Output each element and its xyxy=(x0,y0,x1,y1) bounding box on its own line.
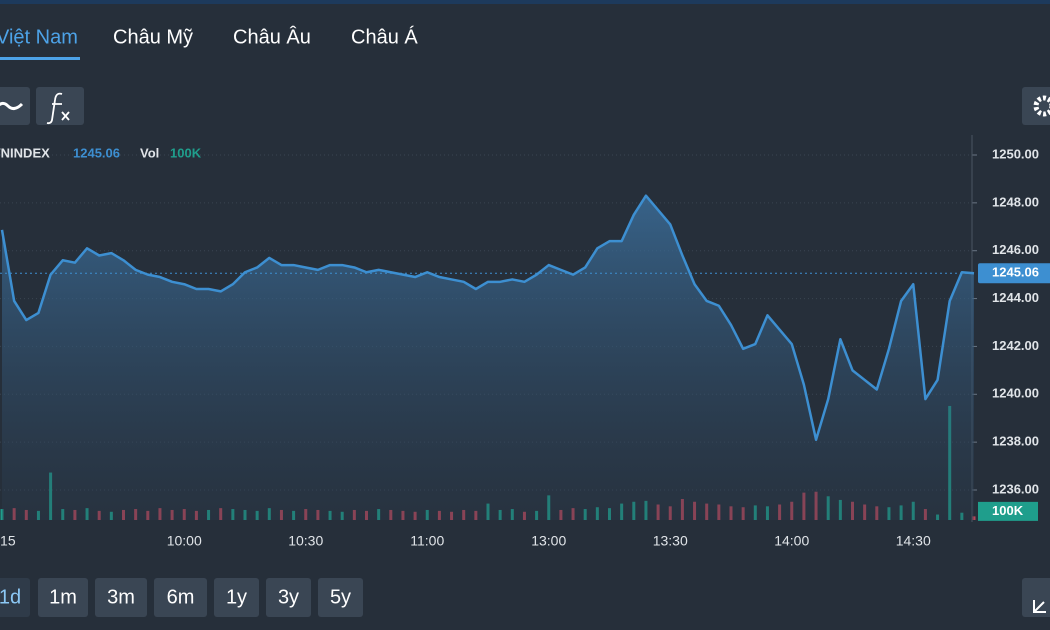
volume-tag xyxy=(978,501,1038,521)
range-button[interactable] xyxy=(266,578,311,617)
range-label[interactable]: 1d xyxy=(0,586,21,608)
settings-button[interactable] xyxy=(1022,87,1050,125)
x-tick-label: 14:30 xyxy=(896,533,931,549)
range-button[interactable] xyxy=(95,578,147,617)
fullscreen-button[interactable] xyxy=(1022,578,1050,617)
y-tick-label: 1238.00 xyxy=(992,434,1039,449)
range-label[interactable]: 1y xyxy=(226,586,247,608)
range-button[interactable] xyxy=(38,578,88,617)
y-tick-label: 1250.00 xyxy=(992,146,1039,161)
legend-price: 1245.06 xyxy=(73,145,120,160)
fullscreen-icon xyxy=(1033,600,1046,613)
tabs: Việt Nam Châu Mỹ Châu Âu Châu Á xyxy=(0,25,418,48)
tab[interactable]: Việt Nam xyxy=(0,26,78,48)
y-tick-label: 1246.00 xyxy=(992,242,1039,257)
top-bar xyxy=(0,0,1050,4)
tab[interactable]: Châu Mỹ xyxy=(113,26,193,48)
x-tick-label: 14:00 xyxy=(774,533,809,549)
x-tick-label: 13:30 xyxy=(653,533,688,549)
y-tick-label: 1248.00 xyxy=(992,194,1039,209)
range-label[interactable]: 3y xyxy=(278,586,299,608)
range-button[interactable] xyxy=(214,578,259,617)
legend-volume-title: Vol xyxy=(140,145,159,160)
legend-symbol: VNINDEX xyxy=(0,145,50,160)
area-fill xyxy=(2,195,974,520)
last-price-label: 1245.06 xyxy=(992,265,1039,280)
chart: 1236.00 1238.00 1240.00 1242.00 1244.00 1246.… xyxy=(0,135,1050,549)
last-price-tag xyxy=(978,263,1050,284)
range-buttons: 1d 1m 3m 6m 1y 3y 5y xyxy=(0,578,363,617)
tab[interactable]: Châu Âu xyxy=(233,25,311,48)
y-tick-label: 1242.00 xyxy=(992,338,1039,353)
range-button[interactable] xyxy=(154,578,207,617)
indicator-button[interactable] xyxy=(36,87,84,125)
x-tick-label: 10:30 xyxy=(288,533,323,549)
tab[interactable]: Châu Á xyxy=(351,25,418,48)
line-type-button[interactable] xyxy=(0,87,30,125)
active-tab-underline xyxy=(0,57,80,60)
line-icon xyxy=(0,101,24,111)
range-label[interactable]: 6m xyxy=(167,586,195,608)
y2-tick-label: 100K xyxy=(992,503,1024,518)
gear-icon xyxy=(1033,95,1050,117)
fx-icon xyxy=(46,92,70,125)
range-label[interactable]: 1m xyxy=(49,586,77,608)
x-tick-label: 11:00 xyxy=(410,533,444,549)
legend-volume: 100K xyxy=(170,145,202,160)
range-label[interactable]: 3m xyxy=(107,586,135,608)
x-tick-label: 10:00 xyxy=(167,533,202,549)
range-button[interactable] xyxy=(0,578,30,617)
price-line xyxy=(0,194,975,441)
range-label[interactable]: 5y xyxy=(330,586,351,608)
range-button[interactable] xyxy=(318,578,363,617)
toolbar xyxy=(0,87,1050,617)
x-tick-label: 13:00 xyxy=(531,533,566,549)
y-tick-label: 1244.00 xyxy=(992,290,1039,305)
x-tick-label: 9:15 xyxy=(0,533,16,549)
y-tick-label: 1240.00 xyxy=(992,386,1039,401)
y-tick-label: 1236.00 xyxy=(992,481,1039,496)
